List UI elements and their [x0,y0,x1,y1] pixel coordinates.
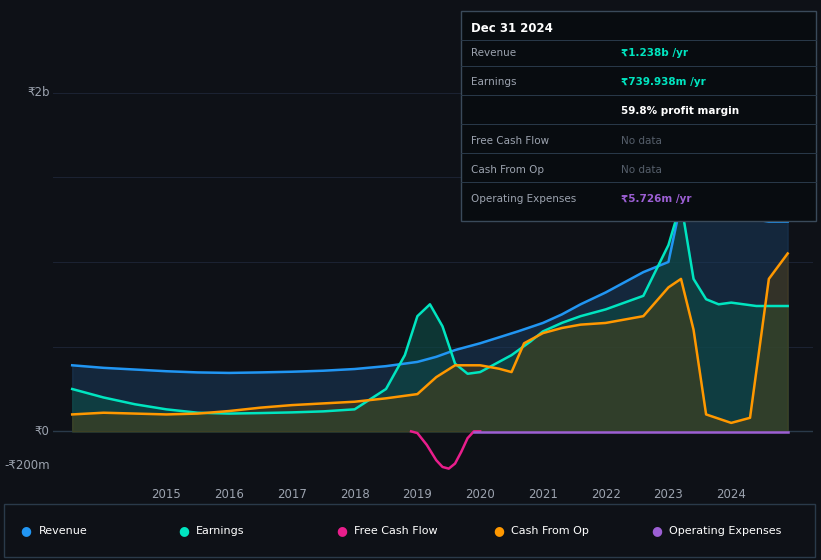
Text: Cash From Op: Cash From Op [511,526,589,535]
Text: ₹1.238b /yr: ₹1.238b /yr [621,48,689,58]
Text: Free Cash Flow: Free Cash Flow [471,136,549,146]
Text: No data: No data [621,165,663,175]
Text: ₹2b: ₹2b [27,86,49,99]
Text: ●: ● [651,524,662,537]
Text: 2018: 2018 [340,488,369,501]
Text: ●: ● [493,524,504,537]
Text: 2021: 2021 [528,488,557,501]
Text: Cash From Op: Cash From Op [471,165,544,175]
Text: Revenue: Revenue [39,526,87,535]
Text: 2024: 2024 [716,488,746,501]
Text: ●: ● [21,524,31,537]
Text: ₹5.726m /yr: ₹5.726m /yr [621,194,692,204]
Text: 2016: 2016 [214,488,244,501]
Text: 2015: 2015 [151,488,181,501]
Text: 2019: 2019 [402,488,433,501]
Text: ₹0: ₹0 [34,425,49,438]
Text: 59.8% profit margin: 59.8% profit margin [621,106,740,116]
Text: 2022: 2022 [591,488,621,501]
Text: 2023: 2023 [654,488,683,501]
Text: No data: No data [621,136,663,146]
Text: Operating Expenses: Operating Expenses [471,194,576,204]
Text: Dec 31 2024: Dec 31 2024 [471,21,553,35]
Text: 2020: 2020 [466,488,495,501]
Text: Revenue: Revenue [471,48,516,58]
Text: Earnings: Earnings [196,526,245,535]
Text: ₹739.938m /yr: ₹739.938m /yr [621,77,706,87]
Text: Earnings: Earnings [471,77,516,87]
Text: ●: ● [336,524,346,537]
Text: Free Cash Flow: Free Cash Flow [354,526,438,535]
Text: ●: ● [178,524,189,537]
Text: 2017: 2017 [277,488,307,501]
Text: Operating Expenses: Operating Expenses [669,526,782,535]
Text: -₹200m: -₹200m [4,459,49,472]
